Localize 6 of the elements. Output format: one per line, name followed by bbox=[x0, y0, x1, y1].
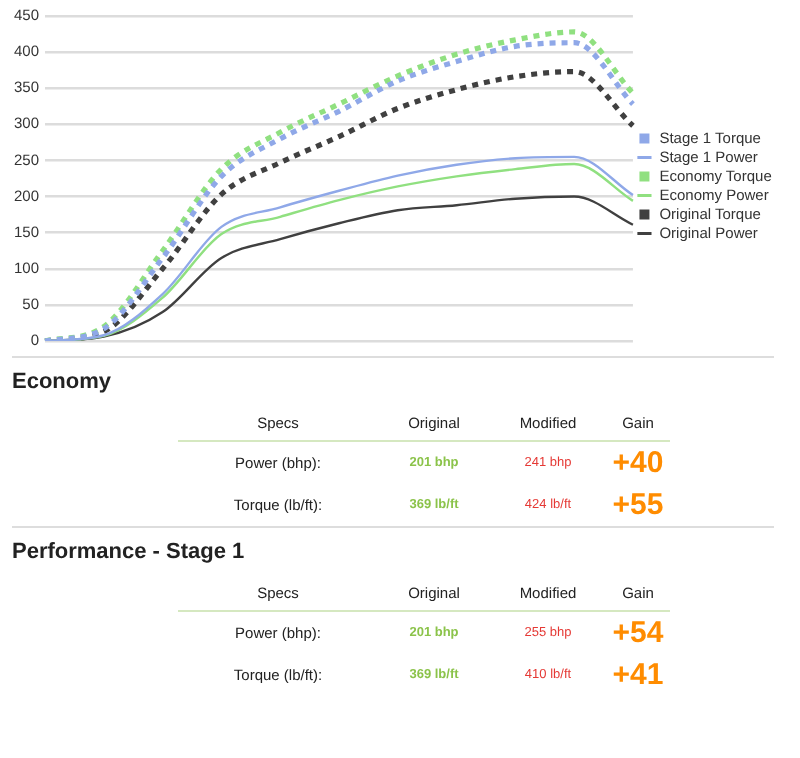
text: Performance - Stage 1 bbox=[12, 540, 247, 564]
text: +40 bbox=[610, 444, 666, 484]
text: +55 bbox=[610, 486, 666, 526]
text: +54 bbox=[610, 614, 666, 654]
text: Economy bbox=[12, 370, 114, 394]
text: +41 bbox=[610, 656, 666, 696]
